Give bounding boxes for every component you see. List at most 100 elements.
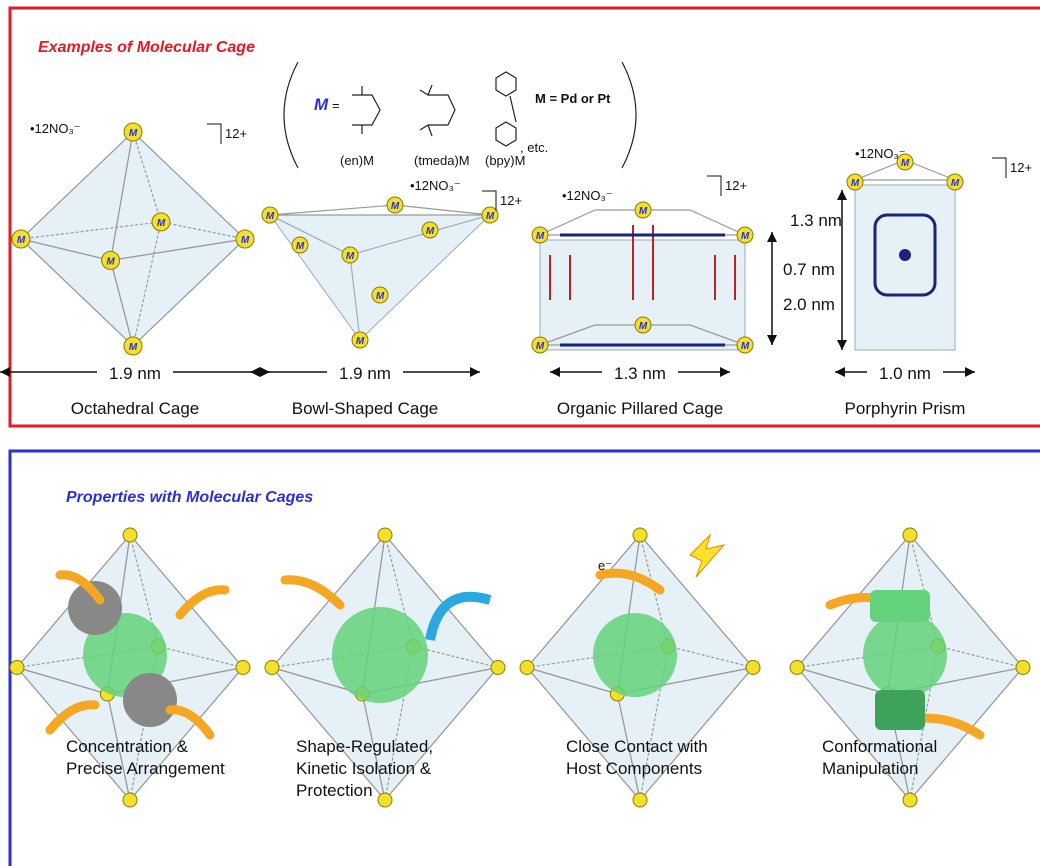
cage-edge [110, 131, 134, 261]
pillar [714, 255, 736, 300]
metal-ball [490, 660, 506, 675]
charge: 12+ [225, 126, 247, 141]
counterion: •12NO₃⁻ [855, 146, 906, 161]
property-label: Close Contact with [566, 737, 708, 756]
cage-edge [16, 666, 108, 695]
property-label: Manipulation [822, 759, 918, 778]
metal-label: M [426, 226, 435, 237]
metal-label: M [241, 235, 250, 246]
lightning [689, 533, 726, 578]
metal-ball [946, 173, 964, 191]
pillar [632, 225, 654, 300]
metal-ball [235, 660, 251, 675]
property-label: Kinetic Isolation & [296, 759, 432, 778]
charge: 12+ [1010, 160, 1032, 175]
cage-edge [110, 260, 134, 347]
metal-ball [736, 336, 754, 354]
metal-ball [632, 792, 648, 808]
metal-ball [519, 660, 535, 675]
rotor [875, 690, 925, 730]
legend-etc: , etc. [520, 140, 548, 155]
metal-label: M [901, 158, 910, 169]
cage-edge [132, 238, 246, 347]
metal-label: M [391, 201, 400, 212]
metal-ball [531, 226, 549, 244]
counterion: •12NO₃⁻ [410, 178, 461, 193]
cage-edge [132, 221, 162, 347]
legend-equals: = [332, 98, 340, 113]
cage-edge [938, 645, 1024, 669]
metal-label: M [486, 211, 495, 222]
height-label: 1.3 nm [790, 211, 842, 230]
cage-label: Organic Pillared Cage [557, 399, 723, 418]
metal-label: M [129, 342, 138, 353]
charge-bracket [992, 157, 1007, 178]
guest [332, 607, 428, 703]
metal-label: M [639, 321, 648, 332]
charge-bracket [707, 175, 722, 196]
cage-edge [269, 204, 491, 216]
cage-label: Porphyrin Prism [845, 399, 966, 418]
metal-ball [101, 250, 121, 270]
metal-ball [745, 660, 761, 675]
cage-edge [271, 534, 386, 668]
cage-edge [110, 238, 246, 261]
cage-edge [16, 667, 131, 801]
metal-label: M [296, 241, 305, 252]
cage-edge [909, 534, 1024, 668]
metal-ball [122, 527, 138, 543]
legend-symbol: M [314, 95, 329, 114]
metal-ball [351, 331, 369, 349]
metal-ball [122, 792, 138, 808]
arrow-motion [165, 705, 215, 740]
metal-ball [632, 527, 648, 543]
arrow-motion [280, 575, 345, 610]
charge: 12+ [725, 178, 747, 193]
cage-label: Bowl-Shaped Cage [292, 399, 438, 418]
metal-label: M [951, 178, 960, 189]
metal-ball [421, 221, 439, 239]
arrow-motion [425, 591, 492, 642]
metal-ball [377, 527, 393, 543]
size-label: 1.0 nm [879, 364, 931, 383]
cage-edge [909, 667, 1024, 801]
metal-label: M [157, 218, 166, 229]
linker [560, 233, 725, 347]
cage-edge [20, 221, 162, 240]
metal-ball [151, 212, 171, 232]
ligand-bpy: (bpy)M [485, 153, 525, 168]
cage-face [854, 184, 956, 351]
arrow-motion [175, 585, 230, 620]
bottom-panel-frame [8, 449, 1040, 866]
metal-ball [291, 236, 309, 254]
rotor [870, 590, 930, 622]
metal-label: M [639, 206, 648, 217]
metal-label: M [106, 256, 115, 267]
size-label: 1.9 nm [339, 364, 391, 383]
metal-label: M [356, 336, 365, 347]
size-label-bg [602, 360, 678, 384]
metal-ball [634, 316, 652, 334]
ligand-sketches [352, 71, 517, 147]
property-label: Conformational [822, 737, 937, 756]
metal-ball [341, 246, 359, 264]
cage-edge [796, 666, 888, 695]
property-label: Protection [296, 781, 373, 800]
cage-label: Octahedral Cage [71, 399, 200, 418]
pillar [549, 255, 571, 300]
metal-label: M [129, 128, 138, 139]
cage-face [109, 130, 247, 262]
cage-edge [384, 667, 499, 801]
cage-edge [20, 238, 111, 261]
cage-edge [129, 534, 244, 668]
size-label-bg [867, 360, 943, 384]
cage-edge [616, 693, 641, 801]
cage-edge [526, 534, 641, 668]
cage-face [349, 214, 491, 342]
ligand-tmeda: (tmeda)M [414, 153, 470, 168]
height-label: 0.7 nm [783, 260, 835, 279]
guest-gray [68, 581, 122, 635]
guest [593, 613, 677, 697]
metal-label: M [741, 341, 750, 352]
height-label: 2.0 nm [783, 295, 835, 314]
